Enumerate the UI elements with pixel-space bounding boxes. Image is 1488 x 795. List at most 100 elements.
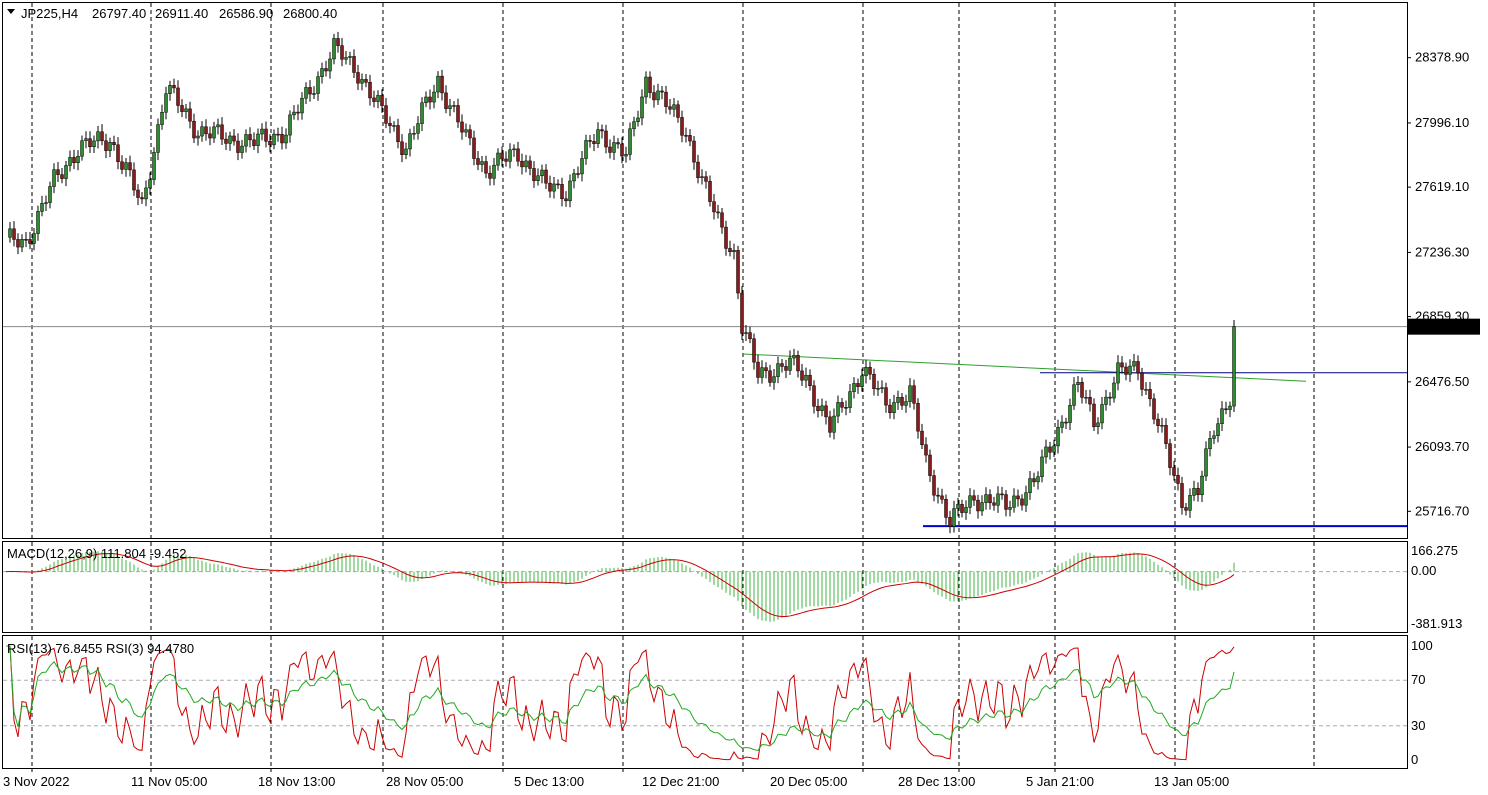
time-label: 5 Dec 13:00 <box>514 774 584 789</box>
candle-body <box>396 125 400 142</box>
candle-body <box>652 92 656 101</box>
time-label: 5 Jan 21:00 <box>1026 774 1094 789</box>
candle-body <box>640 96 644 119</box>
candle-body <box>696 161 700 178</box>
candle-body <box>1140 372 1144 390</box>
candle-body <box>64 165 68 179</box>
candle-body <box>352 56 356 73</box>
candle-body <box>992 502 996 506</box>
candle-body <box>572 173 576 182</box>
candle-body <box>260 128 264 135</box>
candle-body <box>884 387 888 406</box>
candle-body <box>868 366 872 375</box>
candle-body <box>876 388 880 390</box>
candle-body <box>132 169 136 191</box>
candle-body <box>624 154 628 157</box>
candle-body <box>56 169 60 175</box>
candle-body <box>1132 361 1136 367</box>
candle-body <box>236 140 240 153</box>
candle-body <box>1220 408 1224 424</box>
candle-body <box>200 126 204 137</box>
candle-body <box>304 87 308 99</box>
candle-body <box>356 72 360 84</box>
candle-body <box>244 134 248 147</box>
macd-axis-label: 166.275 <box>1411 543 1458 558</box>
candle-body <box>392 125 396 127</box>
candle-body <box>928 454 932 476</box>
candle-body <box>116 144 120 162</box>
candle-body <box>936 494 940 497</box>
candle-body <box>288 114 292 136</box>
candle-body <box>920 430 924 445</box>
candle-body <box>896 397 900 403</box>
candle-body <box>740 292 744 334</box>
candle-body <box>1172 467 1176 476</box>
candle-body <box>828 416 832 433</box>
candle-body <box>284 134 288 144</box>
header-close: 26800.40 <box>283 6 337 21</box>
candle-body <box>536 175 540 181</box>
candle-body <box>856 383 860 387</box>
candle-body <box>360 79 364 84</box>
candle-body <box>96 131 100 142</box>
candle-body <box>860 375 864 387</box>
candle-body <box>104 140 108 151</box>
candle-body <box>516 148 520 162</box>
rsi-axis-label: 70 <box>1411 672 1425 687</box>
candle-body <box>660 90 664 93</box>
candle-body <box>748 332 752 339</box>
candle-body <box>1004 494 1008 510</box>
candle-body <box>112 142 116 146</box>
candle-body <box>456 105 460 123</box>
candle-body <box>80 140 84 157</box>
candle-body <box>864 366 868 377</box>
candle-body <box>480 161 484 165</box>
time-label: 13 Jan 05:00 <box>1154 774 1229 789</box>
candlestick-series <box>8 31 1236 534</box>
candle-body <box>632 121 636 130</box>
candle-body <box>692 140 696 163</box>
candle-body <box>1148 389 1152 400</box>
candle-body <box>348 56 352 58</box>
candle-body <box>956 504 960 509</box>
candle-body <box>256 133 260 146</box>
price-label: 28378.90 <box>1415 50 1469 65</box>
candle-body <box>664 91 668 107</box>
candle-body <box>1024 492 1028 506</box>
candle-body <box>1180 483 1184 508</box>
header-high: 26911.40 <box>155 6 208 21</box>
candle-body <box>12 228 16 240</box>
candle-body <box>48 186 52 203</box>
candle-body <box>556 183 560 186</box>
candle-body <box>60 174 64 179</box>
candle-body <box>792 355 796 359</box>
candle-body <box>1040 456 1044 477</box>
candle-body <box>752 338 756 363</box>
candle-body <box>600 129 604 132</box>
rsi-axis-label: 100 <box>1411 638 1433 653</box>
candle-body <box>612 142 616 153</box>
header-open: 26797.40 <box>92 6 146 21</box>
candle-body <box>900 397 904 406</box>
candle-body <box>720 212 724 228</box>
candle-body <box>476 158 480 165</box>
candle-body <box>580 158 584 175</box>
candle-body <box>1092 403 1096 427</box>
axes: 28378.9027996.1027619.1027236.3026859.30… <box>3 50 1480 789</box>
candle-body <box>832 415 836 433</box>
candle-body <box>1044 446 1048 458</box>
candle-body <box>604 130 608 148</box>
dropdown-triangle-icon[interactable] <box>7 9 15 14</box>
candle-body <box>916 403 920 432</box>
macd-label: MACD(12,26,9) 111.804 -9.452 <box>7 546 186 561</box>
candle-body <box>120 161 124 170</box>
candle-body <box>528 160 532 169</box>
candle-body <box>400 141 404 155</box>
candle-body <box>776 363 780 377</box>
candle-body <box>20 238 24 248</box>
candle-body <box>136 189 140 198</box>
time-label: 11 Nov 05:00 <box>131 774 207 789</box>
candle-body <box>852 383 856 392</box>
candle-body <box>680 117 684 136</box>
